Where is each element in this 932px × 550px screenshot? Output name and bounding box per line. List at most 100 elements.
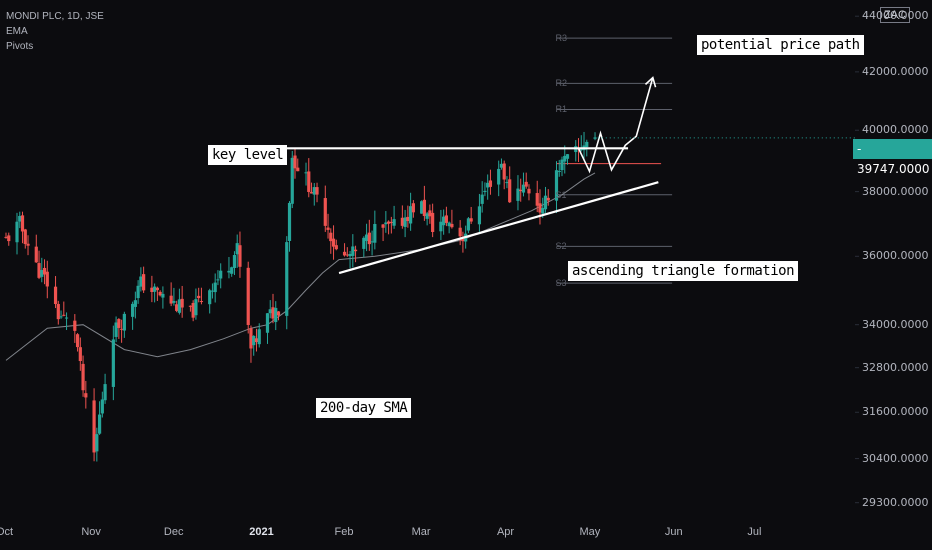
- pivot-lines: [556, 37, 673, 284]
- candle: [411, 200, 415, 218]
- candle-body: [444, 215, 448, 223]
- pivot-label-s2: S2: [555, 241, 567, 252]
- candle-body: [527, 188, 531, 194]
- last-price-value: 39747.0000: [857, 162, 930, 176]
- candle: [111, 325, 115, 401]
- pivot-label-s3: S3: [555, 278, 567, 289]
- candle-body: [95, 434, 99, 452]
- potential-path-annotation[interactable]: potential price path: [697, 35, 864, 55]
- candle-body: [425, 213, 429, 219]
- candle-body: [122, 313, 126, 331]
- candle: [84, 380, 88, 409]
- candle-body: [257, 329, 261, 345]
- x-tick-label: 2021: [249, 526, 274, 538]
- candle: [342, 243, 347, 257]
- x-tick-label: Dec: [163, 526, 184, 538]
- candle: [519, 178, 523, 202]
- candle: [362, 236, 366, 258]
- candle-body: [64, 317, 69, 319]
- candle: [469, 206, 473, 224]
- trendline-support[interactable]: [338, 181, 659, 275]
- candle: [257, 323, 261, 348]
- candle-body: [169, 295, 173, 304]
- candle: [15, 212, 19, 255]
- candle-body: [381, 224, 385, 228]
- candle: [307, 158, 311, 198]
- chart-legend: MONDI PLC, 1D, JSE EMA Pivots: [6, 9, 104, 54]
- candle-body: [265, 313, 270, 333]
- candle-body: [120, 328, 124, 330]
- candle-body: [541, 208, 545, 214]
- candle-body: [557, 170, 561, 172]
- candle-body: [142, 274, 146, 291]
- triangle-annotation[interactable]: ascending triangle formation: [568, 261, 799, 281]
- candle: [565, 154, 570, 165]
- y-tick-label: 40000.0000: [862, 123, 929, 137]
- y-tick-label: 36000.0000: [862, 249, 929, 263]
- candle-body: [554, 170, 559, 201]
- y-tick-label: 42000.0000: [862, 64, 929, 78]
- y-tick-label: 34000.0000: [862, 317, 929, 331]
- legend-symbol[interactable]: MONDI PLC, 1D, JSE: [6, 11, 104, 22]
- candle: [100, 391, 104, 418]
- candle-body: [197, 295, 201, 299]
- candle: [527, 184, 531, 201]
- candle-body: [409, 206, 413, 224]
- candle-body: [158, 291, 162, 296]
- candle: [403, 209, 407, 238]
- candle: [516, 175, 520, 211]
- candle: [373, 210, 377, 250]
- legend-indicator-pivots[interactable]: Pivots: [6, 41, 34, 52]
- candle: [389, 216, 393, 234]
- candle-body: [392, 219, 396, 226]
- candle: [139, 267, 143, 292]
- candle: [219, 263, 223, 289]
- candle: [574, 140, 578, 162]
- candle-body: [75, 334, 80, 348]
- candle: [326, 213, 330, 239]
- candle-body: [469, 218, 473, 222]
- candle-body: [133, 300, 137, 307]
- candle-body: [370, 241, 374, 243]
- candle-body: [442, 216, 446, 226]
- candle-body: [175, 304, 179, 311]
- candle: [447, 221, 451, 234]
- candle: [268, 300, 272, 319]
- candle-body: [213, 282, 217, 293]
- candle-body: [285, 242, 289, 316]
- candle-body: [521, 184, 526, 193]
- candle: [95, 427, 99, 462]
- key-level-annotation[interactable]: key level: [208, 145, 288, 165]
- candle: [230, 266, 234, 277]
- candle-body: [268, 309, 272, 314]
- candle-body: [191, 302, 195, 318]
- candle-body: [450, 223, 454, 228]
- candle: [216, 270, 220, 286]
- candle: [422, 185, 426, 221]
- candle: [197, 287, 201, 303]
- candle: [560, 156, 564, 177]
- candle-body: [389, 221, 393, 223]
- candle-body: [271, 307, 275, 319]
- candle-body: [563, 155, 567, 162]
- candle: [461, 231, 465, 253]
- candle: [483, 182, 487, 197]
- candle: [136, 280, 140, 304]
- candle: [59, 310, 63, 319]
- candle: [315, 182, 319, 203]
- sma-annotation[interactable]: 200-day SMA: [316, 398, 412, 418]
- candle: [535, 180, 539, 213]
- candle-body: [150, 287, 154, 293]
- candle-body: [208, 290, 212, 305]
- projected-path-arrowhead: [644, 76, 657, 88]
- candle-body: [100, 399, 104, 414]
- candle-body: [364, 234, 369, 241]
- candle-body: [238, 245, 242, 267]
- candles-layer: [4, 131, 597, 462]
- x-tick-label: Jul: [747, 526, 762, 538]
- projected-path[interactable]: [577, 77, 654, 174]
- legend-indicator-ema[interactable]: EMA: [6, 26, 28, 37]
- candle-body: [499, 163, 504, 168]
